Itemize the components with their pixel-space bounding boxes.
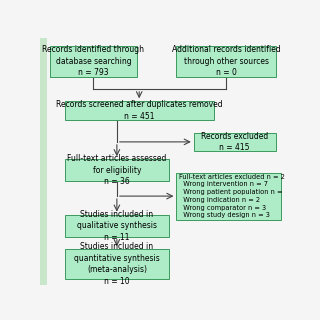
Text: Records excluded
n = 415: Records excluded n = 415 (201, 132, 268, 152)
FancyBboxPatch shape (65, 215, 169, 237)
FancyBboxPatch shape (50, 46, 137, 76)
FancyBboxPatch shape (176, 173, 281, 220)
Text: Records identified through
database searching
n = 793: Records identified through database sear… (42, 45, 144, 77)
FancyBboxPatch shape (65, 101, 214, 120)
Bar (40, 38, 47, 285)
Text: Full-text articles assessed
for eligibility
n = 36: Full-text articles assessed for eligibil… (67, 154, 167, 186)
Text: Full-text articles excluded n = 2
  Wrong intervention n = 7
  Wrong patient pop: Full-text articles excluded n = 2 Wrong … (180, 174, 285, 219)
Text: Records screened after duplicates removed
n = 451: Records screened after duplicates remove… (56, 100, 222, 121)
FancyBboxPatch shape (65, 249, 169, 279)
Text: Studies included in
qualitative synthesis
n = 11: Studies included in qualitative synthesi… (77, 210, 157, 242)
FancyBboxPatch shape (194, 133, 276, 150)
Text: Additional records identified
through other sources
n = 0: Additional records identified through ot… (172, 45, 280, 77)
Text: Studies included in
quantitative synthesis
(meta-analysis)
n = 10: Studies included in quantitative synthes… (74, 242, 160, 285)
FancyBboxPatch shape (65, 159, 169, 181)
FancyBboxPatch shape (176, 46, 276, 76)
